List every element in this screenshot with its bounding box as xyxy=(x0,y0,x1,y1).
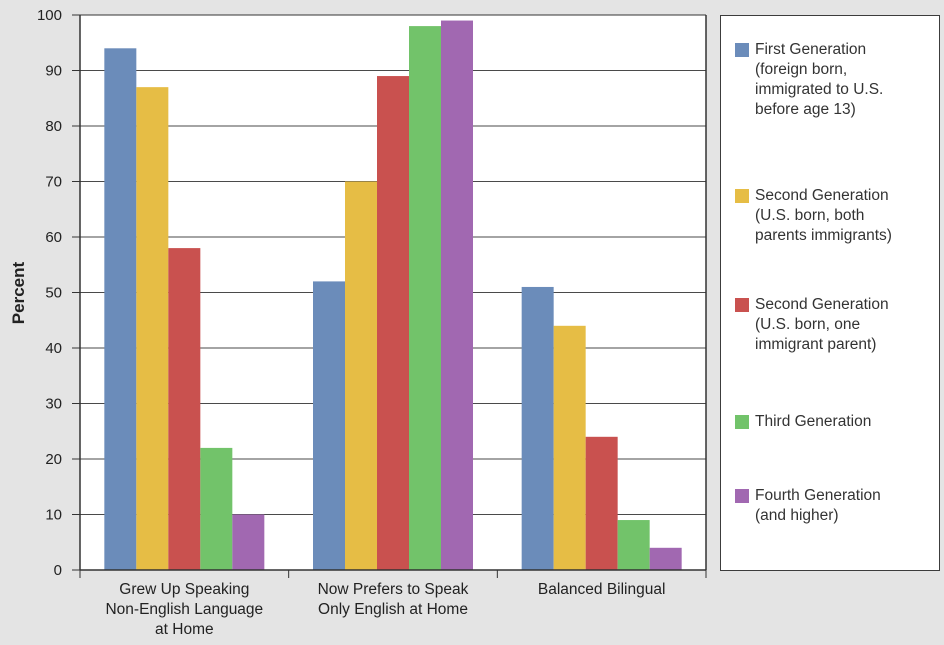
bar xyxy=(104,48,137,571)
legend: First Generation (foreign born, immigrat… xyxy=(720,15,940,571)
bar xyxy=(168,248,201,570)
y-tick-label: 20 xyxy=(45,451,62,468)
bar xyxy=(521,286,554,570)
x-tick-label: Now Prefers to Speak Only English at Home xyxy=(318,581,469,618)
bar xyxy=(441,20,473,571)
legend-label: First Generation (foreign born, immigrat… xyxy=(755,41,884,118)
legend-label: Fourth Generation (and higher) xyxy=(755,487,881,524)
legend-swatch xyxy=(735,415,749,429)
y-tick-label: 100 xyxy=(37,7,62,24)
legend-swatch xyxy=(735,43,749,57)
x-tick-label: Grew Up Speaking Non-English Language at H… xyxy=(105,581,263,638)
bar xyxy=(200,447,233,570)
legend-label: Third Generation xyxy=(755,413,872,430)
y-tick-label: 0 xyxy=(54,562,62,579)
y-tick-label: 90 xyxy=(45,63,62,80)
x-tick-label: Balanced Bilingual xyxy=(538,581,666,598)
bar xyxy=(377,76,409,571)
bar xyxy=(649,547,682,570)
bar xyxy=(585,436,618,570)
legend-swatch xyxy=(735,489,749,503)
bar xyxy=(136,87,169,571)
y-tick-label: 40 xyxy=(45,340,62,357)
legend-label: Second Generation (U.S. born, both paren… xyxy=(755,187,892,244)
y-tick-label: 30 xyxy=(45,396,62,413)
y-tick-label: 70 xyxy=(45,174,62,191)
y-tick-label: 80 xyxy=(45,118,62,135)
y-tick-label: 10 xyxy=(45,507,62,524)
bar xyxy=(232,514,265,570)
bar xyxy=(345,181,377,570)
bar xyxy=(617,520,650,570)
legend-swatch xyxy=(735,189,749,203)
legend-label: Second Generation (U.S. born, one immigr… xyxy=(755,296,889,353)
y-axis-title: Percent xyxy=(9,261,28,324)
bar xyxy=(409,26,441,571)
y-tick-label: 50 xyxy=(45,285,62,302)
legend-swatch xyxy=(735,298,749,312)
y-tick-label: 60 xyxy=(45,229,62,246)
bar xyxy=(553,325,586,570)
bar xyxy=(313,281,345,570)
